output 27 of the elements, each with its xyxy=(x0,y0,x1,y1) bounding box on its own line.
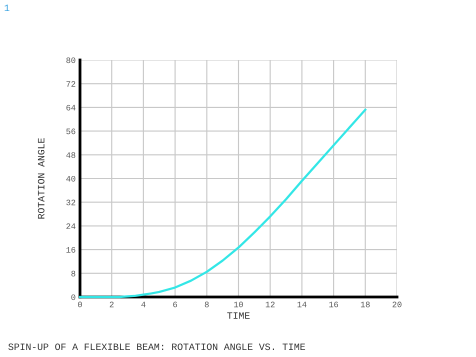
x-tick-label: 4 xyxy=(141,302,146,308)
y-tick-label: 80 xyxy=(66,57,76,64)
y-tick-label: 8 xyxy=(71,270,76,276)
x-tick-label: 2 xyxy=(110,302,114,308)
line-series xyxy=(78,108,366,298)
y-tick-label: 64 xyxy=(66,104,76,110)
x-tick-label: 18 xyxy=(360,302,370,308)
y-tick-label: 0 xyxy=(71,294,76,300)
text: 1 xyxy=(4,4,10,12)
x-tick-label: 20 xyxy=(392,302,402,308)
x-tick-label: 0 xyxy=(78,302,82,308)
x-tick-label: 16 xyxy=(329,302,338,308)
y-tick-label: 32 xyxy=(66,200,76,206)
x-tick-label: 12 xyxy=(266,302,275,308)
text: SPIN-UP OF A FLEXIBLE BEAM: ROTATION ANGLE VS. TIME xyxy=(8,343,306,350)
x-tick-label: 14 xyxy=(298,302,306,308)
y-tick-label: 72 xyxy=(66,81,76,87)
y-tick-label: 24 xyxy=(66,223,76,229)
x-tick-label: 6 xyxy=(173,302,178,308)
x-tick-label: 10 xyxy=(234,302,243,308)
y-axis-title: ROTATION ANGLE xyxy=(38,138,44,219)
x-tick-label: 8 xyxy=(204,302,209,308)
x-axis-title: TIME xyxy=(227,312,250,319)
y-tick-label: 16 xyxy=(66,247,76,253)
y-tick-label: 48 xyxy=(66,152,76,158)
y-tick-label: 40 xyxy=(66,176,76,182)
y-tick-label: 56 xyxy=(66,128,76,134)
